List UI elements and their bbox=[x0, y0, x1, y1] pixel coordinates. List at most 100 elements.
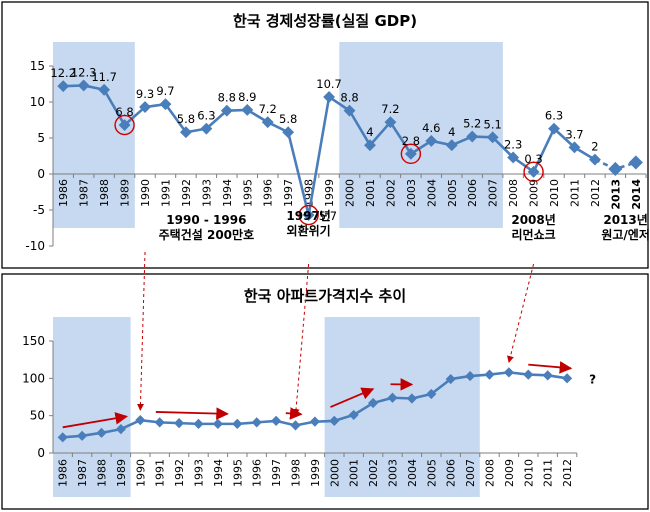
apt-x-tick-label: 1986 bbox=[57, 459, 70, 487]
gdp-x-tick-label: 1997 bbox=[282, 179, 295, 207]
gdp-annotation-line: 2008년 bbox=[511, 213, 555, 227]
gdp-highlight-circle-2009 bbox=[523, 161, 544, 183]
gdp-annotation-line: 1997년 bbox=[286, 209, 330, 223]
connector-arrow-1990 bbox=[136, 251, 146, 411]
apt-point-1996 bbox=[251, 417, 262, 428]
apt-x-tick-label: 2006 bbox=[445, 459, 458, 487]
gdp-data-label: 6.3 bbox=[545, 109, 563, 123]
gdp-x-tick-label: 2009 bbox=[528, 179, 541, 207]
apt-point-2001 bbox=[348, 409, 359, 421]
gdp-annotation-line: 주택건설 200만호 bbox=[159, 227, 254, 242]
apt-point-1997 bbox=[271, 415, 282, 426]
gdp-point-2008 bbox=[507, 151, 520, 164]
gdp-x-tick-label: 2002 bbox=[384, 179, 397, 207]
gdp-data-label: -5.7 bbox=[315, 209, 337, 223]
gdp-data-label: 7.2 bbox=[381, 102, 399, 116]
apt-x-tick-label: 1991 bbox=[154, 459, 167, 487]
apt-x-tick-label: 1990 bbox=[134, 459, 147, 487]
gdp-data-label: 4 bbox=[366, 125, 373, 139]
gdp-x-tick-label: 2012 bbox=[589, 179, 602, 207]
gdp-data-label: 5.1 bbox=[484, 117, 502, 131]
gdp-y-tick-label: -5 bbox=[33, 203, 45, 217]
apt-x-tick-label: 1998 bbox=[290, 459, 303, 487]
apt-x-tick-label: 1997 bbox=[270, 459, 283, 487]
gdp-data-label: 2.3 bbox=[504, 137, 522, 151]
apt-x-tick-label: 1992 bbox=[173, 459, 186, 487]
apt-point-1995 bbox=[232, 418, 243, 429]
apt-x-tick-label: 1995 bbox=[231, 459, 244, 487]
gdp-x-tick-label: 1995 bbox=[241, 179, 254, 207]
apt-point-1998 bbox=[290, 420, 301, 431]
gdp-x-tick-label: 2013 bbox=[609, 179, 622, 210]
apt-point-2004 bbox=[406, 393, 417, 404]
connector-arrow-2009 bbox=[507, 263, 535, 364]
gdp-y-tick-label: 0 bbox=[37, 167, 45, 181]
gdp-data-label: 4 bbox=[448, 125, 455, 139]
apt-price-chart: 한국 아파트가격지수 추이 0 50 100 150 1986 1987 1988 1989 1… bbox=[1, 273, 649, 510]
apt-y-tick-label: 150 bbox=[22, 334, 45, 348]
gdp-annotation-line: 1990 - 1996 bbox=[166, 213, 246, 227]
gdp-x-tick-label: 2007 bbox=[487, 179, 500, 207]
gdp-data-label: 5.8 bbox=[177, 112, 195, 126]
gdp-point-1990 bbox=[139, 101, 151, 113]
apt-x-tick-label: 2012 bbox=[561, 459, 574, 487]
gdp-x-tick-label: 2014 bbox=[630, 179, 643, 210]
gdp-data-label: 12.3 bbox=[71, 65, 97, 79]
gdp-x-tick-label: 1989 bbox=[119, 179, 132, 207]
gdp-x-tick-label: 1993 bbox=[200, 179, 213, 207]
gdp-data-label: 5.8 bbox=[279, 112, 297, 126]
gdp-highlight-circle-1989 bbox=[114, 114, 135, 136]
connector-arrow-1998 bbox=[292, 263, 310, 417]
apt-x-tick-label: 2005 bbox=[425, 459, 438, 487]
gdp-x-tick-label: 2001 bbox=[364, 179, 377, 207]
gdp-shade-period-1 bbox=[53, 42, 135, 228]
apt-x-tick-label: 1999 bbox=[309, 459, 322, 487]
gdp-growth-chart: 한국 경제성장률(실질 GDP) -10 -5 0 5 10 15 1986 1987 1988… bbox=[1, 1, 650, 269]
gdp-x-tick-label: 1994 bbox=[221, 179, 234, 207]
gdp-data-label: 6.8 bbox=[115, 105, 133, 119]
gdp-point-1989 bbox=[118, 119, 131, 131]
gdp-annotation-line: 리먼쇼크 bbox=[511, 227, 555, 242]
apt-x-tick-label: 1993 bbox=[193, 459, 206, 487]
gdp-x-tick-label: 2000 bbox=[344, 179, 357, 207]
gdp-data-label: 9.3 bbox=[136, 87, 154, 101]
apt-shade-period-2 bbox=[324, 317, 480, 497]
gdp-data-label: 2 bbox=[591, 140, 598, 154]
gdp-data-label: 7.2 bbox=[259, 102, 277, 116]
gdp-point-1994 bbox=[220, 104, 233, 117]
apt-trend-arrow bbox=[330, 387, 375, 408]
gdp-data-label: 3.7 bbox=[565, 127, 583, 141]
gdp-data-label: 8.8 bbox=[340, 91, 358, 105]
apt-point-2005 bbox=[426, 388, 437, 400]
gdp-y-tick-label: -10 bbox=[25, 239, 45, 253]
gdp-annotation-line: 원고/엔저 bbox=[601, 227, 650, 242]
apt-y-tick-label: 50 bbox=[30, 409, 45, 423]
gdp-x-tick-label: 2010 bbox=[548, 179, 561, 207]
gdp-point-1986 bbox=[57, 80, 70, 93]
gdp-chart-title: 한국 경제성장률(실질 GDP) bbox=[233, 12, 417, 30]
gdp-data-label: 4.6 bbox=[422, 121, 440, 135]
apt-x-tick-label: 1988 bbox=[96, 459, 109, 487]
gdp-data-label: 10.7 bbox=[316, 77, 342, 91]
apt-x-tick-label: 2003 bbox=[387, 459, 400, 487]
gdp-point-2013 bbox=[608, 161, 623, 177]
gdp-annotation-line: 외환위기 bbox=[287, 223, 331, 238]
gdp-x-tick-label: 1992 bbox=[180, 179, 193, 207]
gdp-point-1995 bbox=[241, 103, 254, 116]
gdp-point-2009 bbox=[527, 165, 540, 178]
apt-shade-period-1 bbox=[53, 317, 131, 497]
apt-x-tick-label: 2000 bbox=[328, 459, 341, 487]
apt-point-1999 bbox=[309, 416, 320, 427]
gdp-y-tick-label: 15 bbox=[30, 59, 45, 73]
gdp-data-label: 5.2 bbox=[463, 117, 481, 131]
apt-x-tick-label: 2010 bbox=[522, 459, 535, 487]
apt-x-tick-label: 2009 bbox=[503, 459, 516, 487]
apt-point-1993 bbox=[193, 418, 204, 429]
apt-chart-title: 한국 아파트가격지수 추이 bbox=[244, 287, 406, 305]
gdp-x-tick-label: 2011 bbox=[568, 179, 581, 207]
apt-point-2009 bbox=[503, 367, 514, 378]
gdp-data-label: 6.3 bbox=[197, 109, 215, 123]
apt-x-tick-label: 2004 bbox=[406, 459, 419, 487]
apt-question-mark: ? bbox=[589, 372, 596, 386]
